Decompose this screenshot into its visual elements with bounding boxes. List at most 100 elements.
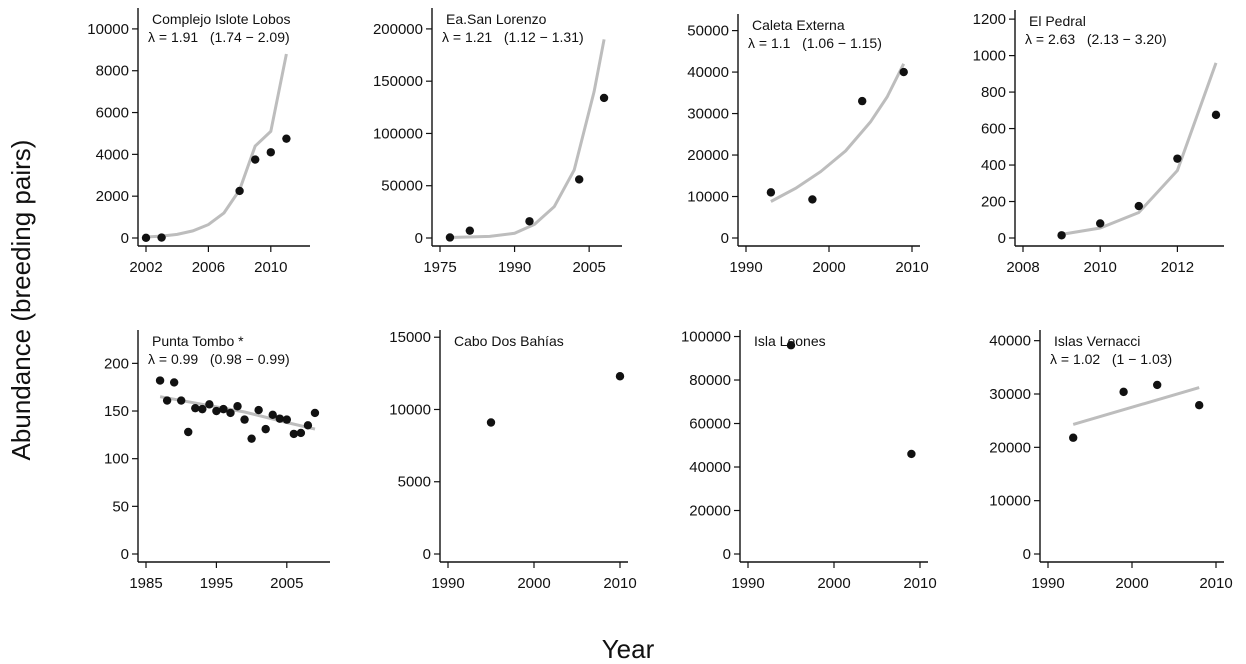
- data-point: [275, 414, 284, 423]
- data-point: [310, 408, 320, 418]
- data-point: [525, 217, 534, 226]
- data-point: [1195, 401, 1204, 410]
- y-tick-label: 200: [104, 355, 129, 372]
- data-point: [575, 175, 584, 184]
- y-tick-label: 10000: [989, 493, 1031, 510]
- y-tick-label: 40000: [687, 64, 729, 81]
- data-point: [191, 403, 200, 413]
- fit-curve: [770, 63, 906, 203]
- panel-7: 0 20000 40000 60000 80000 100000 1990 2000 2010 I…: [681, 329, 937, 592]
- panel-lambda-stat: λ = 1.1 (1.06 − 1.15): [748, 35, 882, 51]
- y-tick-label: 30000: [989, 386, 1031, 403]
- data-point: [465, 226, 475, 235]
- y-tick-label: 800: [981, 84, 1006, 101]
- data-point: [282, 134, 291, 143]
- data-point: [198, 404, 207, 414]
- y-tick-label: 200: [981, 194, 1006, 211]
- data-point: [1211, 110, 1221, 120]
- data-point: [184, 427, 193, 437]
- panel-title: El Pedral: [1029, 13, 1086, 29]
- panel-lambda-stat: λ = 1.21 (1.12 − 1.31): [442, 29, 584, 45]
- data-point: [219, 404, 228, 414]
- fit-curve: [1061, 62, 1218, 236]
- y-tick-label: 10000: [87, 21, 129, 38]
- data-point: [233, 402, 242, 411]
- y-tick-label: 10000: [687, 189, 729, 206]
- data-point: [808, 195, 817, 204]
- data-point: [169, 378, 179, 387]
- x-tick-label: 2010: [1199, 575, 1232, 592]
- panel-title: Punta Tombo *: [152, 333, 244, 349]
- data-point: [445, 233, 455, 242]
- y-tick-label: 30000: [687, 106, 729, 123]
- panel-4: 0 200 400 600 800 1000 1200 2008 2010 2012 El Pedr…: [973, 10, 1224, 276]
- panel-2: 0 50000 100000 150000 200000 1975 1990 2005 Ea.S…: [373, 8, 622, 276]
- y-tick-label: 2000: [96, 188, 129, 205]
- panel-8: 0 10000 20000 30000 40000 1990 2000 2010 Islas V…: [989, 330, 1233, 592]
- y-tick-label: 150000: [373, 73, 423, 90]
- y-tick-label: 100000: [373, 125, 423, 142]
- data-point: [240, 415, 249, 424]
- y-tick-label: 40000: [989, 333, 1031, 350]
- y-tick-label: 15000: [389, 329, 431, 346]
- y-tick-label: 0: [998, 230, 1006, 247]
- y-tick-label: 100: [104, 451, 129, 468]
- x-tick-label: 2012: [1161, 259, 1194, 276]
- data-point: [261, 424, 270, 434]
- data-point: [157, 233, 166, 242]
- data-point: [1119, 387, 1128, 397]
- x-tick-label: 2000: [812, 259, 845, 276]
- y-tick-label: 50: [112, 498, 129, 515]
- data-point: [907, 449, 916, 459]
- x-tick-label: 2008: [1006, 259, 1039, 276]
- y-axis-title: Abundance (breeding pairs): [6, 140, 36, 461]
- data-point: [1069, 433, 1078, 442]
- y-tick-label: 4000: [96, 146, 129, 163]
- y-tick-label: 20000: [989, 439, 1031, 456]
- fit-curve: [159, 395, 316, 431]
- y-tick-label: 60000: [689, 416, 731, 433]
- data-point: [1153, 380, 1162, 390]
- panel-lambda-stat: λ = 0.99 (0.98 − 0.99): [148, 351, 290, 367]
- x-tick-label: 2010: [603, 575, 636, 592]
- x-axis-title: Year: [602, 634, 655, 664]
- fit-curve: [449, 39, 606, 239]
- data-point: [177, 396, 186, 405]
- data-point: [226, 408, 235, 418]
- x-tick-label: 2010: [903, 575, 936, 592]
- x-tick-label: 2000: [1115, 575, 1148, 592]
- panel-title: Isla Leones: [754, 333, 826, 349]
- data-point: [1173, 154, 1182, 163]
- data-point: [251, 155, 260, 164]
- x-tick-label: 1975: [423, 259, 456, 276]
- y-tick-label: 8000: [96, 63, 129, 80]
- y-tick-label: 80000: [689, 372, 731, 389]
- x-tick-label: 2002: [129, 259, 162, 276]
- data-point: [615, 372, 625, 381]
- x-tick-label: 2000: [517, 575, 550, 592]
- y-tick-label: 1200: [973, 11, 1006, 28]
- data-point: [266, 148, 275, 157]
- y-tick-label: 50000: [381, 178, 423, 195]
- data-point: [858, 96, 867, 106]
- y-tick-label: 600: [981, 121, 1006, 138]
- y-tick-label: 200000: [373, 21, 423, 38]
- y-tick-label: 0: [423, 546, 431, 563]
- y-tick-label: 5000: [398, 474, 431, 491]
- data-point: [247, 434, 256, 443]
- data-point: [162, 396, 172, 405]
- panel-title: Islas Vernacci: [1054, 333, 1140, 349]
- x-tick-label: 2005: [572, 259, 605, 276]
- data-point: [786, 341, 796, 350]
- y-tick-label: 20000: [687, 147, 729, 164]
- x-tick-label: 2010: [895, 259, 928, 276]
- x-tick-label: 2010: [1084, 259, 1117, 276]
- data-point: [289, 429, 299, 439]
- fit-curve: [1072, 386, 1200, 426]
- data-point: [282, 415, 291, 424]
- panel-3: 0 10000 20000 30000 40000 50000 1990 2000 2010 Ca…: [687, 14, 929, 276]
- data-point: [1096, 219, 1105, 228]
- x-tick-label: 1990: [498, 259, 531, 276]
- data-point: [486, 418, 496, 427]
